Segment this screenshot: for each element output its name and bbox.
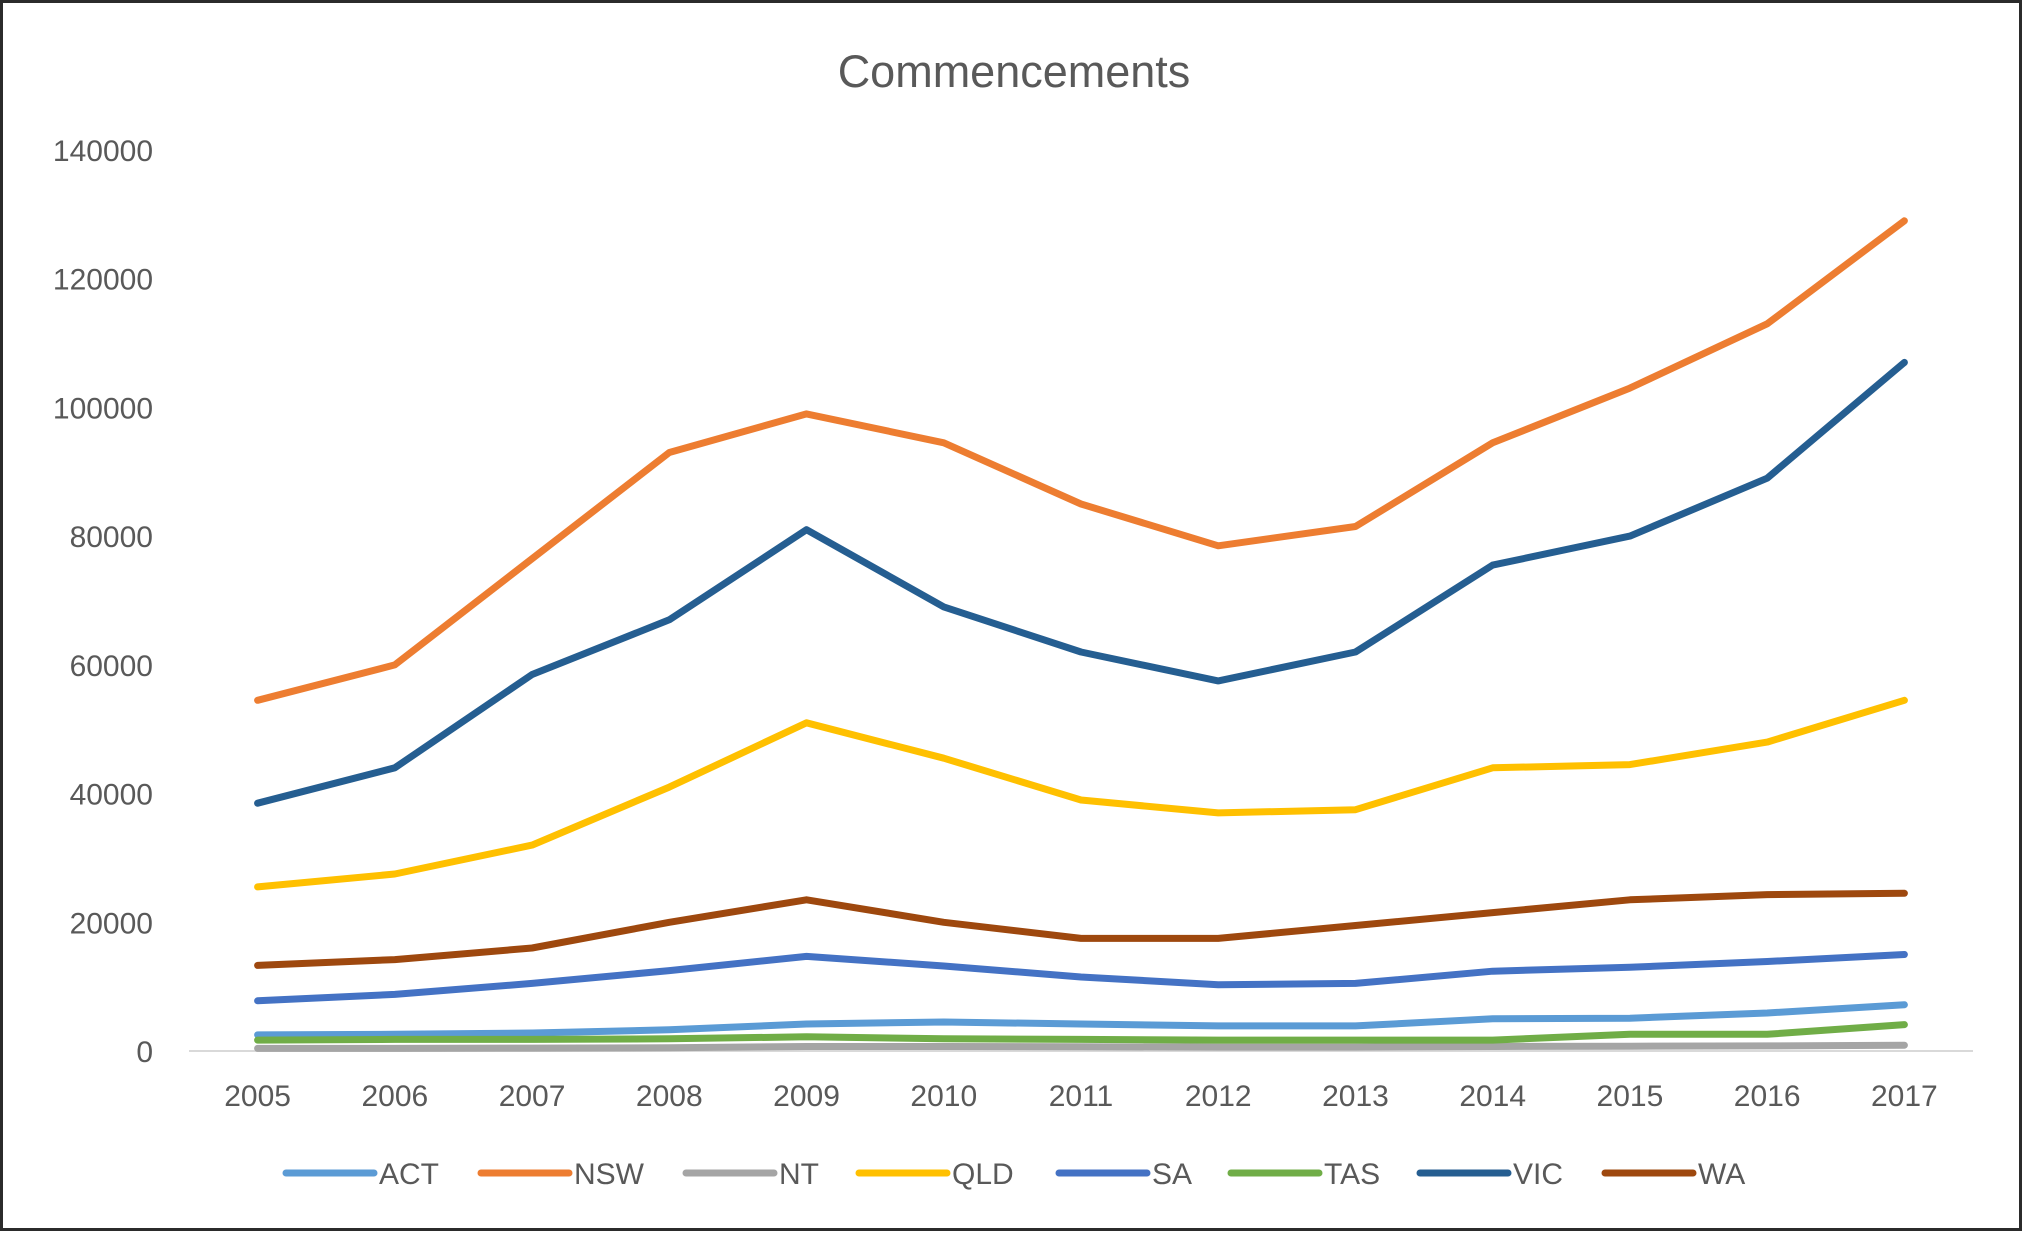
series-line-vic — [254, 358, 1908, 807]
x-tick-label: 2017 — [1871, 1080, 1938, 1113]
chart-title: Commencements — [838, 46, 1191, 97]
x-tick-label: 2016 — [1734, 1080, 1801, 1113]
x-tick-label: 2013 — [1322, 1080, 1389, 1113]
x-tick-label: 2005 — [224, 1080, 291, 1113]
legend-label-qld: QLD — [952, 1158, 1014, 1191]
series-line-qld — [254, 696, 1908, 891]
legend-label-nsw: NSW — [574, 1158, 645, 1191]
series-line-wa — [254, 889, 1908, 969]
y-axis: 0 20000 40000 60000 80000 100000 120000 140000 — [53, 135, 153, 1069]
legend-label-vic: VIC — [1513, 1158, 1563, 1191]
series-line-act — [254, 1001, 1908, 1039]
y-tick-label: 80000 — [70, 521, 153, 554]
x-tick-label: 2011 — [1049, 1080, 1114, 1113]
x-tick-label: 2007 — [499, 1080, 566, 1113]
y-tick-label: 20000 — [70, 907, 153, 940]
legend-label-nt: NT — [779, 1158, 819, 1191]
y-tick-label: 40000 — [70, 779, 153, 812]
x-tick-label: 2010 — [910, 1080, 977, 1113]
x-tick-label: 2012 — [1185, 1080, 1252, 1113]
legend-label-act: ACT — [379, 1158, 439, 1191]
series-line-tas — [254, 1021, 1908, 1044]
line-chart: Commencements 0 20000 40000 60000 80000 10000… — [53, 46, 1973, 1191]
legend: ACT NSW NT QLD SA TAS VIC WA — [282, 1158, 1745, 1191]
legend-label-tas: TAS — [1324, 1158, 1380, 1191]
series-lines — [254, 217, 1908, 1052]
x-tick-label: 2015 — [1597, 1080, 1664, 1113]
y-tick-label: 100000 — [53, 392, 153, 425]
x-tick-label: 2006 — [361, 1080, 428, 1113]
series-line-nt — [254, 1041, 1908, 1052]
x-tick-label: 2009 — [773, 1080, 840, 1113]
x-tick-label: 2014 — [1459, 1080, 1526, 1113]
y-tick-label: 60000 — [70, 650, 153, 683]
y-tick-label: 0 — [136, 1036, 153, 1069]
series-line-sa — [254, 951, 1908, 1005]
legend-label-wa: WA — [1698, 1158, 1745, 1191]
y-tick-label: 140000 — [53, 135, 153, 168]
series-line-nsw — [254, 217, 1908, 704]
x-axis: 2005 2006 2007 2008 2009 2010 2011 2012 2013 2014… — [189, 1050, 1973, 1113]
y-tick-label: 120000 — [53, 264, 153, 297]
x-tick-label: 2008 — [636, 1080, 703, 1113]
legend-label-sa: SA — [1152, 1158, 1192, 1191]
